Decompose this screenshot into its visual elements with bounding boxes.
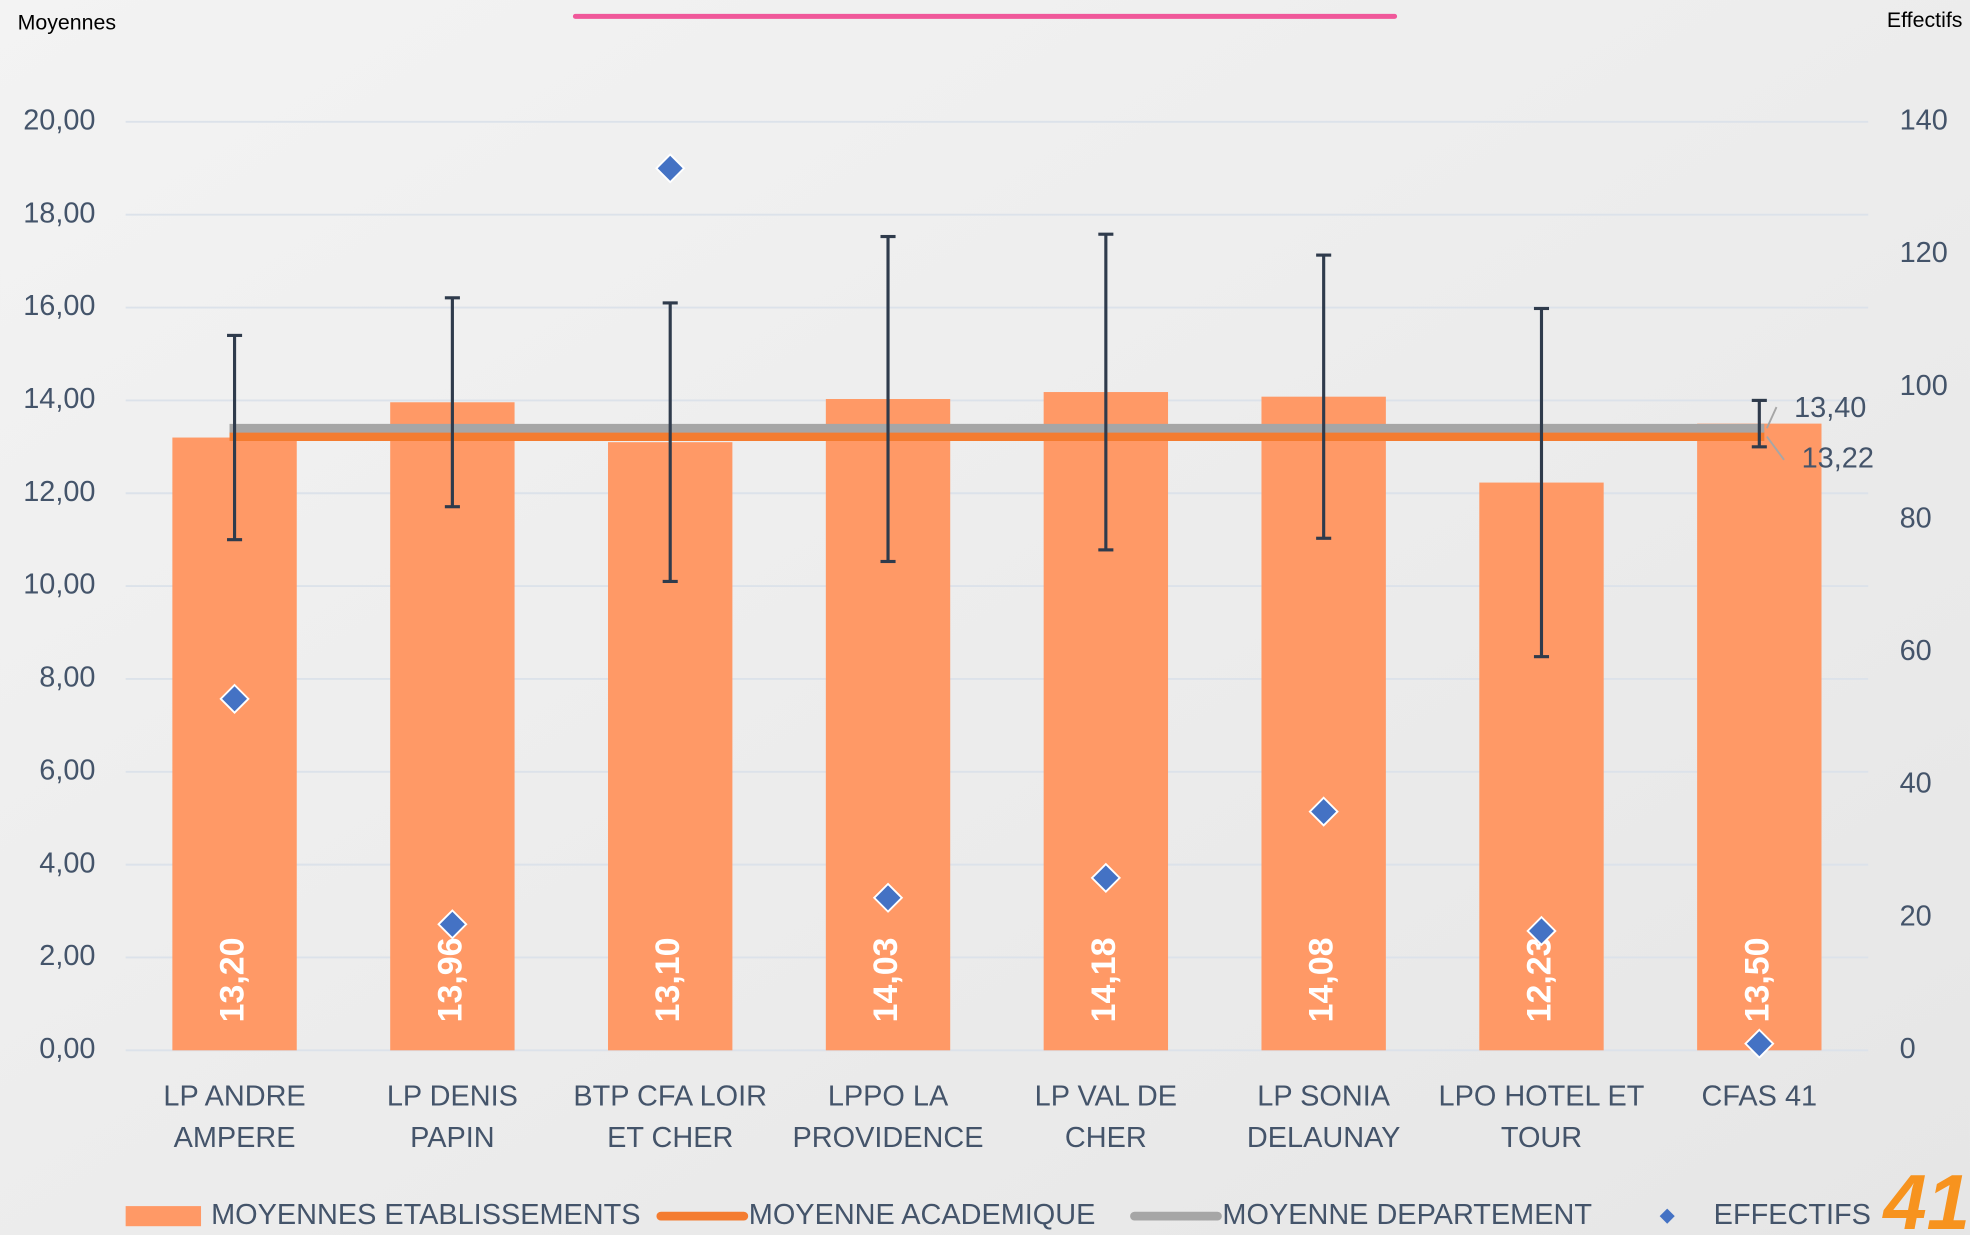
- y-tick-label: 18,00: [23, 197, 95, 229]
- error-bar: [1751, 398, 1767, 449]
- line-value-label: 13,40: [1794, 392, 1866, 424]
- y2-tick-label: 100: [1900, 370, 1948, 402]
- x-tick-label: LP SONIA: [1257, 1081, 1390, 1113]
- marker: [219, 683, 250, 714]
- error-bar: [1533, 306, 1550, 659]
- y-tick-label: 8,00: [39, 662, 95, 694]
- legend-label: EFFECTIFS: [1714, 1199, 1871, 1231]
- x-tick-label: DELAUNAY: [1247, 1122, 1401, 1154]
- y-tick-label: 6,00: [39, 754, 95, 786]
- y2-tick-label: 80: [1900, 502, 1932, 534]
- y-tick-label: 0,00: [39, 1033, 95, 1065]
- value-label: 13,10: [649, 938, 687, 1023]
- x-tick-label: CFAS 41: [1702, 1081, 1818, 1113]
- y2-tick-label: 140: [1900, 104, 1948, 136]
- y2-axis-title: Effectifs: [1887, 8, 1963, 32]
- x-tick-label: CHER: [1065, 1122, 1147, 1154]
- marker: [1308, 796, 1339, 827]
- y2-tick-label: 60: [1900, 635, 1932, 667]
- error-bar: [662, 301, 678, 584]
- legend-label: MOYENNE DEPARTEMENT: [1222, 1199, 1592, 1231]
- value-label: 13,50: [1738, 938, 1776, 1023]
- marker: [872, 882, 904, 913]
- error-bar: [1316, 253, 1332, 540]
- y-tick-label: 20,00: [23, 104, 95, 136]
- value-label: 14,03: [867, 938, 905, 1023]
- y-tick-label: 14,00: [23, 383, 95, 415]
- legend-swatch: [125, 1206, 202, 1227]
- x-tick-label: PAPIN: [410, 1122, 495, 1154]
- y-axis-title: Moyennes: [18, 11, 116, 35]
- y-tick-label: 2,00: [39, 940, 95, 972]
- line-value-label: 13,22: [1802, 442, 1874, 474]
- marker: [655, 153, 686, 184]
- leader-line: [1765, 406, 1778, 429]
- x-tick-label: LP DENIS: [387, 1081, 518, 1113]
- error-bar: [880, 234, 896, 564]
- x-tick-label: LP ANDRE: [163, 1081, 305, 1113]
- marker: [437, 909, 468, 940]
- y2-tick-label: 120: [1900, 237, 1948, 269]
- x-tick-label: PROVIDENCE: [793, 1122, 984, 1154]
- x-tick-label: ET CHER: [607, 1122, 733, 1154]
- logo: 41: [1881, 1158, 1970, 1235]
- value-label: 13,20: [214, 938, 252, 1023]
- x-tick-label: LPPO LA: [828, 1081, 949, 1113]
- y2-tick-label: 40: [1900, 768, 1932, 800]
- bar: [1697, 423, 1822, 1051]
- error-bar: [444, 296, 460, 509]
- legend-label: MOYENNE ACADEMIQUE: [749, 1199, 1096, 1231]
- marker: [1744, 1028, 1775, 1059]
- y2-tick-label: 0: [1900, 1033, 1916, 1065]
- y-tick-label: 4,00: [39, 847, 95, 879]
- legend-label: MOYENNES ETABLISSEMENTS: [211, 1199, 640, 1231]
- x-tick-label: AMPERE: [174, 1122, 296, 1154]
- value-label: 14,08: [1303, 938, 1341, 1023]
- value-label: 13,96: [431, 938, 469, 1023]
- y-tick-label: 10,00: [23, 569, 95, 601]
- error-bar: [1098, 232, 1114, 552]
- x-tick-label: LPO HOTEL ET: [1439, 1081, 1645, 1113]
- bar: [390, 402, 515, 1051]
- y-tick-label: 12,00: [23, 476, 95, 508]
- x-tick-label: TOUR: [1501, 1122, 1582, 1154]
- value-label: 12,23: [1520, 938, 1558, 1023]
- x-tick-label: LP VAL DE: [1035, 1081, 1177, 1113]
- marker: [1526, 915, 1557, 947]
- y-tick-label: 16,00: [23, 290, 95, 322]
- value-label: 14,18: [1085, 938, 1123, 1023]
- leader-line: [1766, 436, 1785, 461]
- x-tick-label: BTP CFA LOIR: [573, 1081, 767, 1113]
- y2-tick-label: 20: [1900, 900, 1932, 932]
- marker: [1090, 862, 1121, 894]
- error-bar: [227, 333, 243, 542]
